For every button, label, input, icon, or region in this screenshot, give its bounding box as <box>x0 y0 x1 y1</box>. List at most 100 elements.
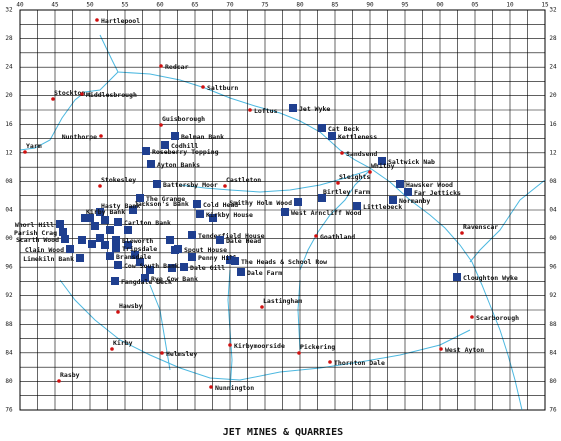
y-axis-label: 00 <box>549 235 557 242</box>
town-marker <box>314 234 318 238</box>
y-axis-label: 12 <box>5 149 13 156</box>
place-label: Cloughton Wyke <box>463 274 518 282</box>
town-marker <box>95 18 99 22</box>
mine-marker <box>216 236 224 244</box>
place-label: Carlton Bank <box>124 219 171 227</box>
place-label: Dale Head <box>226 237 261 245</box>
mine-marker <box>396 180 404 188</box>
place-label: Spout House <box>184 246 227 254</box>
x-axis-label: 95 <box>401 2 409 9</box>
mine-marker <box>86 214 94 222</box>
place-label: Nunthorpe <box>62 133 97 141</box>
mine-marker <box>59 228 67 236</box>
place-label: Belman Bank <box>181 133 224 141</box>
place-label: Tenderfield House <box>198 232 265 240</box>
place-label: Saltburn <box>207 84 238 92</box>
place-label: Kirby <box>113 339 133 347</box>
place-label: Cat Beck <box>328 125 359 133</box>
place-label: Loftus <box>254 107 278 115</box>
town-marker <box>159 64 163 68</box>
y-axis-label: 08 <box>5 178 13 185</box>
x-axis-label: 80 <box>296 2 304 9</box>
mine-marker <box>389 196 397 204</box>
place-label: Saltwick Nab <box>388 158 435 166</box>
place-label: Smithy Holm Wood <box>229 199 292 207</box>
y-axis-label: 20 <box>5 92 13 99</box>
mine-marker <box>96 208 104 216</box>
place-label: Sleights <box>339 173 370 181</box>
y-axis-label: 16 <box>549 121 557 128</box>
y-axis-label: 16 <box>5 121 13 128</box>
place-label: Dale Gill <box>190 264 225 272</box>
y-axis-label: 92 <box>549 292 557 299</box>
town-marker <box>159 123 163 127</box>
town-marker <box>99 134 103 138</box>
mine-marker <box>114 261 122 269</box>
y-axis-label: 04 <box>5 207 13 214</box>
place-label: West Arncliff Wood <box>291 209 362 217</box>
mine-marker <box>124 226 132 234</box>
y-axis-label: 76 <box>549 407 557 414</box>
mine-marker <box>174 245 182 253</box>
place-label: Whorl Hill <box>15 221 54 229</box>
place-label: Clain Wood <box>25 246 64 254</box>
mine-marker <box>318 124 326 132</box>
y-axis-label: 00 <box>5 235 13 242</box>
place-label: Parish Crag <box>14 229 57 237</box>
place-label: Limekiln Bank <box>23 255 74 263</box>
place-label: Stockton <box>54 89 85 97</box>
place-label: Hawsker Wood <box>406 181 453 189</box>
place-label: Kettleness <box>338 133 377 141</box>
x-axis-label: 45 <box>51 2 59 9</box>
y-axis-label: 04 <box>549 207 557 214</box>
place-label: Battersby Moor <box>163 181 218 189</box>
place-label: Lastingham <box>263 297 302 305</box>
mine-marker <box>147 160 155 168</box>
town-marker <box>57 379 61 383</box>
x-axis-label: 65 <box>191 2 199 9</box>
place-label: Yarm <box>26 142 42 150</box>
place-label: Sandsend <box>346 150 377 158</box>
town-marker <box>368 170 372 174</box>
river-esk <box>299 169 371 271</box>
mine-marker <box>106 252 114 260</box>
town-marker <box>160 351 164 355</box>
x-axis-label: 70 <box>226 2 234 9</box>
mine-marker <box>404 188 412 196</box>
mine-marker <box>101 241 109 249</box>
x-axis-label: 60 <box>156 2 164 9</box>
mine-marker <box>453 273 461 281</box>
grid <box>19 9 546 411</box>
place-label: Cold Head <box>203 201 238 209</box>
town-marker <box>460 231 464 235</box>
place-label: Hasty Bank <box>101 202 140 210</box>
mine-marker <box>56 220 64 228</box>
place-label: Far Jetticks <box>414 189 461 197</box>
mine-marker <box>131 251 139 259</box>
mine-marker <box>114 218 122 226</box>
place-label: Rasby <box>60 371 80 379</box>
mine-marker <box>124 241 132 249</box>
mine-marker <box>196 210 204 218</box>
mine-marker <box>142 147 150 155</box>
mine-marker <box>237 268 245 276</box>
place-label: Penny Hill <box>198 254 237 262</box>
river-rye-derwent <box>59 279 471 381</box>
mine-marker <box>166 236 174 244</box>
x-axis-label: 85 <box>331 2 339 9</box>
y-axis-label: 24 <box>549 64 557 71</box>
mine-marker <box>318 194 326 202</box>
mine-marker <box>231 257 239 265</box>
river-esk-upper <box>179 169 371 193</box>
place-label: Redcar <box>165 63 189 71</box>
river-seph <box>149 284 171 371</box>
mine-marker <box>161 141 169 149</box>
y-axis-label: 80 <box>549 378 557 385</box>
place-label: Scarborough <box>476 314 519 322</box>
place-label: The Grange <box>146 195 185 203</box>
place-label: West Ayton <box>445 346 484 354</box>
y-axis-label: 32 <box>549 7 557 14</box>
mine-marker <box>193 200 201 208</box>
place-label: Hawsby <box>119 302 143 310</box>
